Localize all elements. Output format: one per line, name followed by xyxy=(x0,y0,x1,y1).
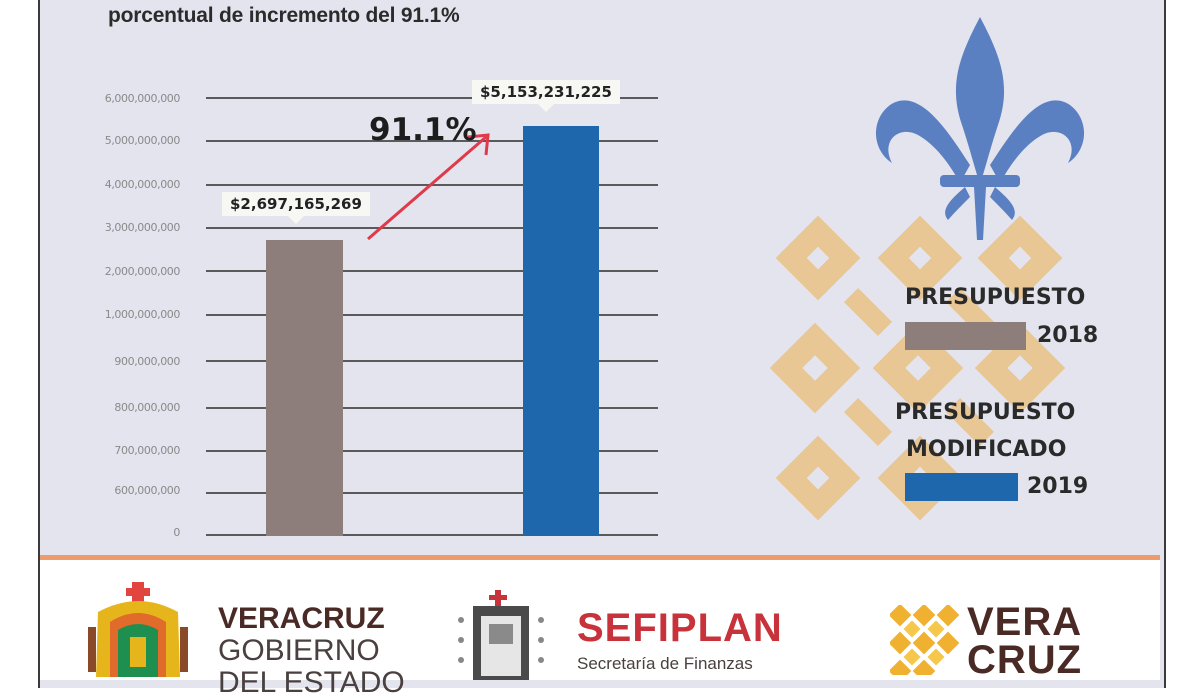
vera-cruz-logo-line1: VERA xyxy=(967,600,1083,644)
legend-2019-subtitle: MODIFICADO xyxy=(906,437,1067,462)
y-tick-label: 4,000,000,000 xyxy=(104,178,181,191)
veracruz-brand-knot-icon xyxy=(890,605,960,675)
legend-2019-swatch xyxy=(905,473,1018,501)
legend-2018-title: PRESUPUESTO xyxy=(905,285,1086,310)
gridline xyxy=(206,140,658,142)
y-tick-label: 1,000,000,000 xyxy=(104,308,181,321)
gridline xyxy=(206,97,658,99)
sefiplan-logo-subtitle: Secretaría de Finanzas xyxy=(577,654,753,673)
gridline xyxy=(206,534,658,536)
gridline xyxy=(206,227,658,229)
sefiplan-emblem-icon xyxy=(458,590,544,680)
veracruz-coat-of-arms-icon xyxy=(88,582,188,677)
sefiplan-logo-title: SEFIPLAN xyxy=(577,606,783,650)
veracruz-knot-icon xyxy=(770,215,1066,520)
y-tick-label: 6,000,000,000 xyxy=(104,92,181,105)
chart-subtitle: porcentual de incremento del 91.1% xyxy=(108,4,460,27)
bar-presupuesto-2018[interactable] xyxy=(266,240,343,536)
gridline xyxy=(206,450,658,452)
legend-2018-year: 2018 xyxy=(1037,323,1099,348)
y-tick-label: 3,000,000,000 xyxy=(104,221,181,234)
y-tick-label: 600,000,000 xyxy=(114,484,180,497)
legend-2019-title: PRESUPUESTO xyxy=(895,400,1076,425)
y-axis: 6,000,000,000 5,000,000,000 4,000,000,00… xyxy=(40,0,181,560)
percent-increase-label: 91.1% xyxy=(369,112,477,148)
gridline xyxy=(206,492,658,494)
increase-arrow-icon xyxy=(367,133,490,241)
gridline xyxy=(206,360,658,362)
footer xyxy=(40,560,1160,680)
legend-2018-swatch xyxy=(905,322,1026,350)
y-tick-label: 800,000,000 xyxy=(114,401,180,414)
gridline xyxy=(206,270,658,272)
veracruz-logo-line2: GOBIERNO xyxy=(218,634,380,667)
gridline xyxy=(206,407,658,409)
fleur-de-lis-icon xyxy=(875,17,1085,240)
y-tick-label: 900,000,000 xyxy=(114,355,180,368)
y-tick-label: 700,000,000 xyxy=(114,444,180,457)
legend-2019-year: 2019 xyxy=(1027,474,1089,499)
gridline xyxy=(206,314,658,316)
footer-divider xyxy=(40,555,1160,560)
vera-cruz-logo-line2: CRUZ xyxy=(967,638,1083,682)
value-label-2018: $2,697,165,269 xyxy=(222,192,370,224)
y-tick-label: 0 xyxy=(173,526,180,539)
y-tick-label: 5,000,000,000 xyxy=(104,134,181,147)
veracruz-logo-line3: DEL ESTADO xyxy=(218,666,405,699)
y-tick-label: 2,000,000,000 xyxy=(104,265,181,278)
veracruz-logo-title: VERACRUZ xyxy=(218,602,385,635)
bar-presupuesto-2019[interactable] xyxy=(523,126,599,536)
value-label-2019: $5,153,231,225 xyxy=(472,80,620,112)
